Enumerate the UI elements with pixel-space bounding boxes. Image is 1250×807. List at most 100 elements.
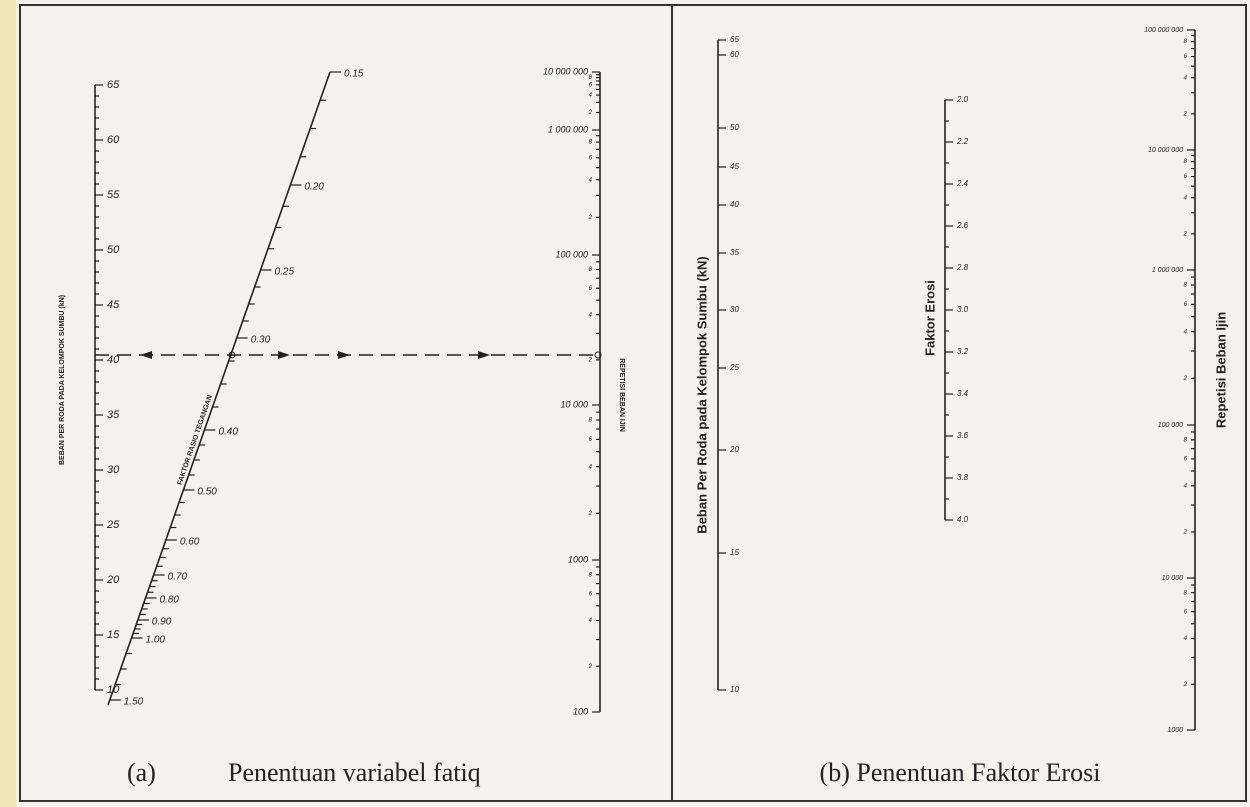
tick-label: 0.25 (275, 267, 295, 278)
scale-title: REPETISI BEBAN IJIN (618, 358, 625, 432)
tick-label: 0.90 (152, 617, 172, 628)
minor-tick-label: 2 (588, 511, 593, 517)
tick-label: 100 000 (1158, 422, 1183, 429)
minor-tick-label: 4 (589, 464, 593, 470)
scale-title: BEBAN PER RODA PADA KELOMPOK SUMBU (kN) (59, 295, 66, 465)
tick-label: 35 (107, 409, 120, 421)
tick-label: 10 000 (1162, 575, 1184, 582)
tick-label: 10 (730, 685, 739, 694)
tick-label: 3.2 (957, 347, 969, 356)
minor-tick-label: 6 (1184, 54, 1188, 60)
tick-label: 2.0 (956, 95, 969, 104)
tick-label: 2.8 (956, 263, 969, 272)
tick-label: 1 000 000 (1152, 267, 1183, 274)
minor-tick-label: 2 (588, 357, 593, 363)
minor-tick-label: 4 (589, 312, 593, 318)
caption: (b) Penentuan Faktor Erosi (820, 758, 1101, 787)
minor-tick-label: 2 (588, 215, 593, 221)
tick-label: 40 (730, 200, 739, 209)
minor-tick-label: 8 (589, 75, 593, 81)
tick-label: 1000 (1167, 727, 1183, 734)
scale-title: Repetisi Beban Ijin (1213, 312, 1228, 428)
tick-label: 20 (106, 574, 120, 586)
minor-tick-label: 4 (1184, 636, 1188, 642)
tick-label: 50 (730, 123, 739, 132)
tick-label: 30 (730, 305, 739, 314)
scale-title: Faktor Erosi (922, 280, 937, 356)
scale-axis (107, 71, 331, 706)
tick-label: 55 (107, 189, 120, 201)
tick-label: 40 (107, 354, 120, 366)
tick-label: 45 (107, 299, 120, 311)
tick-label: 2.2 (956, 137, 969, 146)
tick-label: 1000 (568, 554, 588, 564)
tick-label: 0.15 (344, 69, 364, 80)
tick-label: 0.80 (160, 595, 180, 606)
minor-tick-label: 4 (1184, 483, 1188, 489)
tick-label: 0.20 (304, 182, 324, 193)
minor-tick-label: 2 (1183, 530, 1188, 536)
tick-label: 15 (730, 548, 739, 557)
tick-label: 3.4 (957, 389, 969, 398)
minor-tick-label: 6 (589, 82, 593, 88)
tick-label: 3.8 (957, 473, 969, 482)
minor-tick-label: 8 (589, 267, 593, 273)
tick-label: 65 (107, 79, 120, 91)
minor-tick-label: 2 (1183, 376, 1188, 382)
tick-label: 15 (107, 629, 120, 641)
margin-strip (0, 0, 16, 807)
minor-tick-label: 4 (1184, 75, 1188, 81)
minor-tick-label: 4 (589, 177, 593, 183)
minor-tick-label: 2 (588, 664, 593, 670)
tick-label: 65 (730, 35, 739, 44)
minor-tick-label: 8 (1184, 590, 1188, 596)
minor-tick-label: 6 (589, 155, 593, 161)
tick-label: 25 (729, 363, 739, 372)
minor-tick-label: 2 (588, 110, 593, 116)
minor-tick-label: 8 (589, 418, 593, 424)
caption: Penentuan variabel fatiq (228, 758, 481, 787)
tick-label: 0.50 (197, 487, 217, 498)
tick-label: 2.6 (956, 221, 969, 230)
minor-tick-label: 8 (589, 140, 593, 146)
tick-label: 0.70 (168, 572, 188, 583)
tick-label: 0.40 (218, 427, 238, 438)
tick-label: 100 (573, 706, 588, 716)
tick-label: 60 (107, 134, 120, 146)
tick-label: 1.00 (145, 635, 165, 646)
minor-tick-label: 8 (1184, 159, 1188, 165)
tick-label: 45 (730, 162, 739, 171)
tick-label: 3.6 (957, 431, 969, 440)
tick-label: 1 000 000 (548, 124, 588, 134)
minor-tick-label: 2 (1183, 231, 1188, 237)
tick-label: 100 000 (555, 249, 588, 259)
minor-tick-label: 6 (589, 437, 593, 443)
tick-label: 20 (729, 445, 739, 454)
minor-tick-label: 6 (1184, 457, 1188, 463)
tick-label: 1.50 (124, 697, 144, 708)
tick-label: 50 (107, 244, 120, 256)
minor-tick-label: 6 (589, 591, 593, 597)
tick-label: 4.0 (957, 515, 969, 524)
tick-label: 0.60 (180, 537, 200, 548)
minor-tick-label: 4 (1184, 329, 1188, 335)
tick-label: 2.4 (956, 179, 969, 188)
frame (19, 4, 1247, 802)
minor-tick-label: 6 (589, 286, 593, 292)
tick-label: 10 000 000 (1148, 147, 1183, 154)
tick-label: 3.0 (957, 305, 969, 314)
minor-tick-label: 8 (589, 572, 593, 578)
minor-tick-label: 4 (1184, 195, 1188, 201)
minor-tick-label: 6 (1184, 174, 1188, 180)
tick-label: 60 (730, 50, 739, 59)
minor-tick-label: 4 (589, 618, 593, 624)
tick-label: 35 (730, 248, 739, 257)
arrows (140, 351, 602, 359)
minor-tick-label: 8 (1184, 437, 1188, 443)
minor-tick-label: 6 (1184, 302, 1188, 308)
minor-tick-label: 8 (1184, 283, 1188, 289)
caption-label: (a) (127, 758, 156, 787)
tick-label: 10 000 000 (543, 66, 588, 76)
